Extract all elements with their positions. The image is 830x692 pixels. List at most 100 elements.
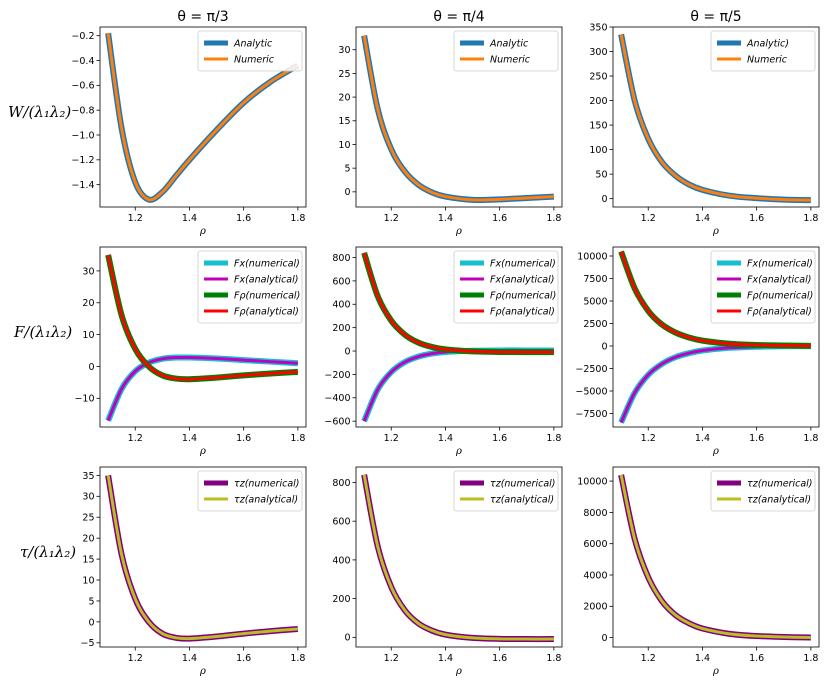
- y-tick-label: 20: [338, 93, 350, 104]
- y-tick-label: 0: [344, 346, 350, 357]
- subplot-2-3: 1.2 1.4 1.6 1.8 −7500 −5000 −2500 0 2500 5000 7500…: [575, 246, 820, 457]
- y-tick-label: 5: [344, 164, 350, 175]
- legend-label-2: Fx(analytical): [747, 274, 811, 285]
- subplot-1-1: 1.2 1.4 1.6 1.8 −1.4 −1.2 −1.0 −0.8 −0.6 −0.4 −0.2…: [71, 26, 307, 237]
- y-tick-label: 800: [332, 478, 350, 489]
- series-line-4: [106, 254, 298, 381]
- y-tick-label: 30: [82, 266, 94, 277]
- x-tick-label: 1.8: [546, 433, 561, 444]
- series-line-2: [362, 348, 554, 422]
- subplot-2-2: 1.2 1.4 1.6 1.8 −600 −400 −200 0 200 400 600 800 ρ Fx…: [324, 246, 563, 457]
- y-tick-label: 35: [82, 471, 94, 482]
- x-tick-label: 1.6: [236, 213, 251, 224]
- y-tick-label: 10000: [577, 251, 607, 262]
- series-line-1: [105, 354, 299, 422]
- axes-frame: [99, 246, 307, 428]
- subplot-1-2: 1.2 1.4 1.6 1.8 0 5 10 15 20 25 30 ρ Analytic Numeric: [338, 26, 563, 237]
- column-title-1: θ = π/3: [177, 9, 228, 25]
- legend: τz(numerical) τz(analytical): [197, 470, 303, 512]
- legend-label-1: τz(numerical): [490, 478, 556, 489]
- series-lines: [361, 34, 555, 204]
- x-tick-label: 1.6: [749, 213, 764, 224]
- legend-label-1: Fx(numerical): [234, 258, 300, 269]
- y-tick-label: 10: [82, 330, 94, 341]
- legend-box: [197, 250, 303, 324]
- y-tick-label: 600: [332, 517, 350, 528]
- y-tick-label: 350: [589, 22, 607, 33]
- y-tick-label: 8000: [583, 508, 607, 519]
- legend-label-4: Fρ(analytical): [747, 306, 812, 317]
- x-tick-label: 1.2: [384, 653, 399, 664]
- subplot-1-3: 1.2 1.4 1.6 1.8 0 50 100 150 200 250 300 350 ρ Analyt…: [589, 22, 820, 237]
- series-line-4: [362, 252, 554, 354]
- x-axis-label: ρ: [712, 446, 719, 457]
- x-tick-label: 1.4: [695, 653, 710, 664]
- y-tick-label: 200: [332, 323, 350, 334]
- y-tick-label: 0: [601, 194, 607, 205]
- y-tick-label: 10: [338, 140, 350, 151]
- series-line-2: [106, 475, 298, 641]
- x-tick-label: 1.8: [546, 213, 561, 224]
- series-lines: [105, 474, 299, 642]
- series-line-1: [361, 347, 554, 423]
- y-tick-label: 250: [589, 71, 607, 82]
- x-axis-label: ρ: [455, 446, 462, 457]
- x-axis-label: ρ: [712, 666, 719, 677]
- y-tick-label: 25: [82, 513, 94, 524]
- x-tick-label: 1.4: [695, 213, 710, 224]
- series-line-2: [106, 32, 299, 202]
- series-line-2: [619, 34, 811, 202]
- series-line-2: [362, 35, 554, 202]
- x-axis-label: ρ: [199, 666, 206, 677]
- x-axis-label: ρ: [199, 226, 206, 237]
- axes-frame: [612, 26, 820, 208]
- legend-label-1: Fx(numerical): [490, 258, 556, 269]
- series-lines: [618, 474, 811, 641]
- y-tick-label: 0: [88, 617, 94, 628]
- legend-label-1: Fx(numerical): [747, 258, 813, 269]
- y-tick-label: 150: [589, 120, 607, 131]
- series-line-1: [618, 343, 811, 424]
- y-tick-label: 400: [332, 555, 350, 566]
- x-axis-label: ρ: [199, 446, 206, 457]
- y-tick-label: 15: [338, 116, 350, 127]
- legend: Fx(numerical) Fx(analytical) Fρ(numerical)…: [197, 250, 303, 324]
- x-tick-label: 1.8: [290, 213, 305, 224]
- x-tick-label: 1.4: [438, 653, 453, 664]
- legend-label-1: Analytic): [746, 38, 789, 49]
- y-tick-label: −600: [324, 417, 350, 428]
- subplot-3-1: 1.2 1.4 1.6 1.8 −5 0 5 10 15 20 25 30 35 ρ τz(numerica…: [80, 466, 307, 677]
- x-tick-label: 1.8: [803, 213, 818, 224]
- series-lines: [361, 474, 554, 643]
- series-lines: [618, 33, 811, 204]
- series-line-4: [619, 250, 811, 348]
- axes-frame: [355, 466, 563, 648]
- y-tick-label: 0: [601, 341, 607, 352]
- y-tick-label: 200: [589, 96, 607, 107]
- y-tick-label: 0: [88, 362, 94, 373]
- axes-frame: [99, 26, 307, 208]
- y-tick-label: 0: [344, 187, 350, 198]
- x-tick-label: 1.2: [128, 213, 143, 224]
- x-tick-label: 1.4: [182, 653, 197, 664]
- subplot-3-3: 1.2 1.4 1.6 1.8 0 2000 4000 6000 8000 10000 ρ τz(nu…: [577, 466, 820, 677]
- row-label-f: F/(λ₁λ₂): [13, 323, 72, 341]
- x-tick-label: 1.2: [641, 653, 656, 664]
- y-tick-label: 0: [601, 633, 607, 644]
- legend-label-3: Fρ(numerical): [747, 290, 813, 301]
- series-line-2: [619, 344, 811, 424]
- y-tick-label: 25: [338, 69, 350, 80]
- y-tick-label: −200: [324, 370, 350, 381]
- row-label-w: W/(λ₁λ₂): [8, 103, 71, 121]
- x-tick-label: 1.4: [695, 433, 710, 444]
- subplot-grid: 1.2 1.4 1.6 1.8 −1.4 −1.2 −1.0 −0.8 −0.6 −0.4 −0.2…: [71, 22, 820, 677]
- series-lines: [618, 250, 811, 424]
- legend-label-1: τz(numerical): [234, 478, 300, 489]
- y-tick-label: 2500: [583, 319, 607, 330]
- y-tick-label: −0.2: [71, 31, 94, 42]
- legend: Fx(numerical) Fx(analytical) Fρ(numerical)…: [453, 250, 559, 324]
- y-tick-label: −0.8: [71, 106, 94, 117]
- x-tick-label: 1.2: [128, 653, 143, 664]
- series-lines: [361, 251, 554, 423]
- legend: Fx(numerical) Fx(analytical) Fρ(numerical)…: [710, 250, 816, 324]
